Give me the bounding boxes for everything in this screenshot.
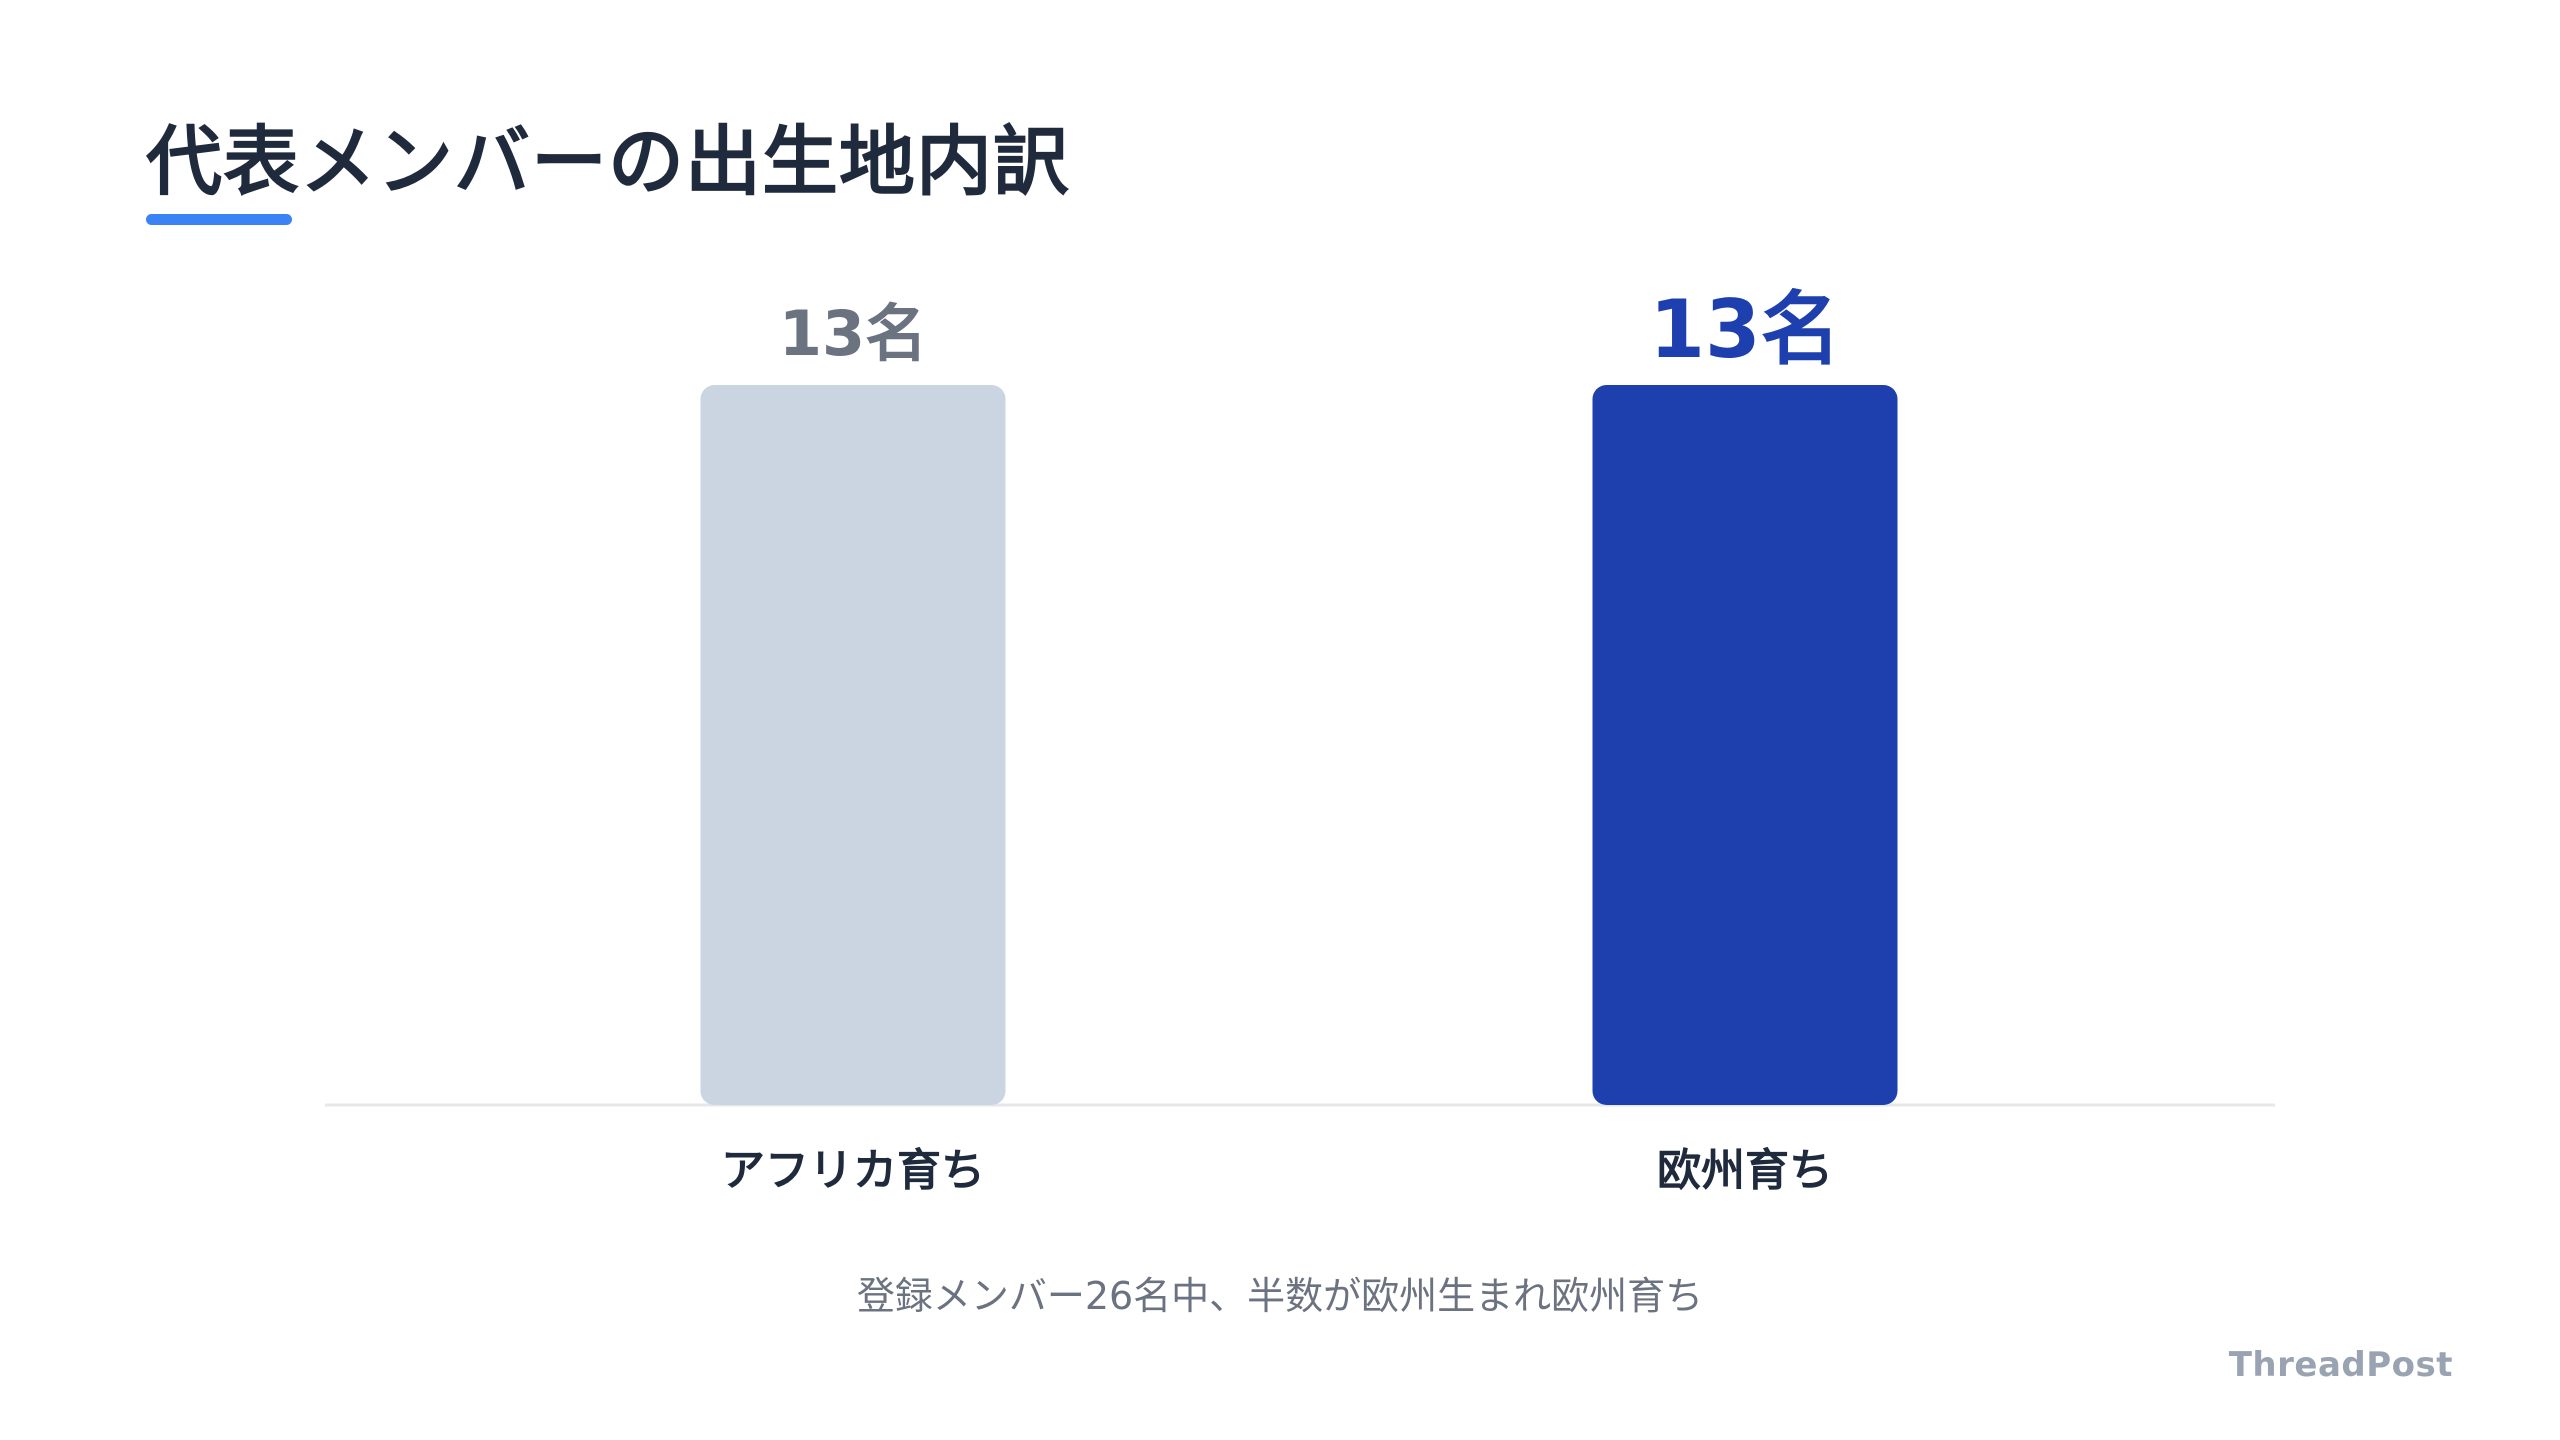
title-accent-underline <box>146 214 292 225</box>
bar-1 <box>700 385 1006 1105</box>
chart-footnote: 登録メンバー26名中、半数が欧州生まれ欧州育ち <box>856 1274 1704 1318</box>
page-title: 代表メンバーの出生地内訳 <box>146 117 1070 206</box>
category-label-1: アフリカ育ち <box>721 1145 985 1196</box>
bar-2 <box>1592 385 1898 1105</box>
bar-value-label-2: 13名 <box>1649 283 1840 376</box>
category-label-2: 欧州育ち <box>1657 1145 1833 1196</box>
bar-value-label-1: 13名 <box>779 297 927 370</box>
brand-logo: ThreadPost <box>2228 1345 2453 1385</box>
